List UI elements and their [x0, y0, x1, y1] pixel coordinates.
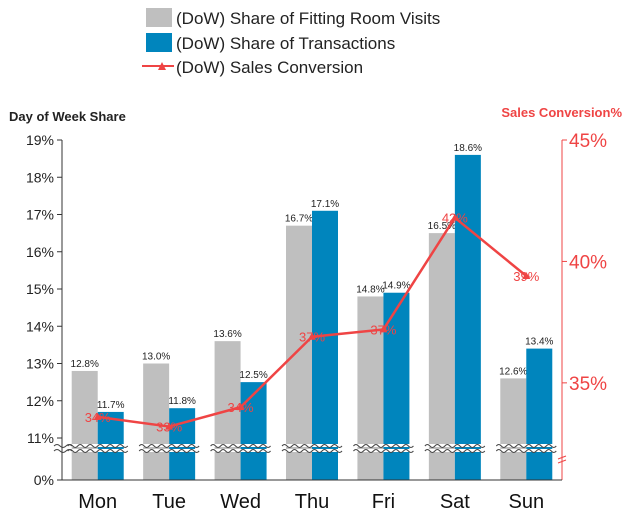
y-right-tick-label: 40% — [569, 252, 607, 273]
bar-data-label: 11.7% — [97, 400, 125, 411]
bar-transactions-wed — [240, 382, 267, 480]
conversion-point-fri — [379, 325, 388, 333]
break-squiggle — [138, 449, 200, 453]
bar-data-label: 16.7% — [285, 214, 313, 225]
conversion-data-label: 42% — [442, 211, 468, 226]
y-axis-right: 35% 40% 45% — [557, 131, 607, 480]
x-tick-label: Sat — [440, 491, 470, 513]
break-squiggle — [424, 449, 486, 453]
y-axis-left: 0% 11% 12% 13% 14% 15% 16% 17% 18% 19% — [26, 132, 63, 488]
bar-data-label: 12.5% — [239, 370, 267, 381]
bar-data-label: 12.6% — [499, 366, 527, 377]
conversion-point-thu — [308, 332, 316, 340]
bar-data-label: 14.8% — [356, 284, 384, 295]
bars: 12.8% 11.7% 13.0% 11.8% 13.6% 12.5% 16.7% 17.1%… — [71, 143, 554, 480]
y-left-break-mark — [53, 449, 73, 453]
x-tick-label: Mon — [78, 491, 117, 513]
x-tick-label: Tue — [152, 491, 186, 513]
break-squiggle — [210, 444, 271, 448]
conversion-data-label: 37% — [299, 330, 325, 345]
y-left-break-mark — [53, 444, 73, 448]
bar-fitting-room-sat — [428, 233, 455, 480]
break-squiggle — [353, 449, 414, 453]
y-tick-label: 14% — [26, 318, 54, 334]
x-axis: Mon Tue Wed Thu Fri Sat Sun — [62, 479, 562, 513]
bar-data-label: 13.6% — [213, 329, 241, 340]
legend-marker — [158, 62, 166, 70]
conversion-point-mon — [93, 412, 102, 420]
conversion-point-wed — [236, 403, 245, 411]
bar-fitting-room-sun — [500, 378, 527, 480]
bar-data-label: 14.9% — [382, 281, 410, 292]
bar-transactions-sat — [454, 154, 481, 480]
break-squiggle — [353, 444, 414, 448]
break-squiggle — [67, 444, 129, 448]
break-squiggle — [67, 449, 129, 453]
y-right-tick-label: 35% — [569, 374, 607, 395]
conversion-point-sat — [450, 213, 459, 221]
x-tick-label: Wed — [220, 491, 261, 513]
bar-data-label: 11.8% — [168, 396, 196, 407]
x-tick-label: Thu — [295, 491, 329, 513]
conversion-line: 34% 33% 34% 37% 37% 42% 39% — [85, 211, 540, 435]
break-squiggle — [281, 449, 343, 453]
x-tick-label: Fri — [372, 491, 395, 513]
y-tick-label: 17% — [26, 207, 54, 223]
legend-swatch-2 — [146, 33, 172, 52]
y-right-break-mark — [557, 455, 567, 464]
conversion-data-label: 34% — [228, 400, 254, 415]
bar-data-label: 13.4% — [525, 337, 553, 348]
conversion-data-label: 34% — [85, 410, 111, 425]
conversion-point-sun — [522, 272, 531, 279]
y-axis-title: Day of Week Share — [9, 109, 126, 124]
bar-data-label: 13.0% — [142, 352, 170, 363]
break-squiggle — [424, 444, 486, 448]
y-tick-label: 13% — [26, 356, 54, 372]
y-tick-label: 16% — [26, 244, 54, 260]
bar-data-label: 18.6% — [454, 143, 482, 154]
y-tick-label: 11% — [27, 430, 54, 446]
y-tick-label: 19% — [26, 132, 54, 148]
y-tick-label: 0% — [34, 472, 54, 488]
bar-data-label: 16.5% — [428, 221, 456, 232]
break-squiggle — [495, 444, 557, 448]
conversion-data-label: 33% — [156, 420, 182, 435]
axis-breaks — [53, 444, 557, 453]
legend-label-1: (DoW) Share of Fitting Room Visits — [176, 9, 440, 28]
y-right-tick-label: 45% — [569, 131, 607, 152]
conversion-data-label: 37% — [370, 322, 396, 337]
bar-transactions-sun — [526, 348, 553, 480]
legend-swatch-1 — [146, 8, 172, 27]
break-squiggle — [281, 444, 343, 448]
y-axis-right-title: Sales Conversion% — [501, 105, 622, 120]
conversion-point-tue — [165, 422, 174, 430]
bar-data-label: 17.1% — [311, 199, 339, 210]
bar-fitting-room-thu — [286, 225, 312, 480]
legend-label-2: (DoW) Share of Transactions — [176, 34, 395, 53]
bar-fitting-room-mon — [71, 370, 98, 480]
bar-transactions-thu — [312, 210, 338, 480]
break-squiggle — [495, 449, 557, 453]
conversion-data-label: 39% — [513, 269, 539, 284]
y-tick-label: 15% — [26, 281, 54, 297]
x-tick-label: Sun — [508, 491, 544, 513]
break-squiggle — [210, 449, 271, 453]
y-tick-label: 12% — [26, 393, 54, 409]
break-squiggle — [138, 444, 200, 448]
legend-label-3: (DoW) Sales Conversion — [176, 58, 363, 77]
legend: (DoW) Share of Fitting Room Visits (DoW) … — [142, 8, 440, 77]
bar-fitting-room-tue — [143, 363, 170, 480]
bar-data-label: 12.8% — [71, 359, 99, 370]
y-tick-label: 18% — [26, 169, 54, 185]
